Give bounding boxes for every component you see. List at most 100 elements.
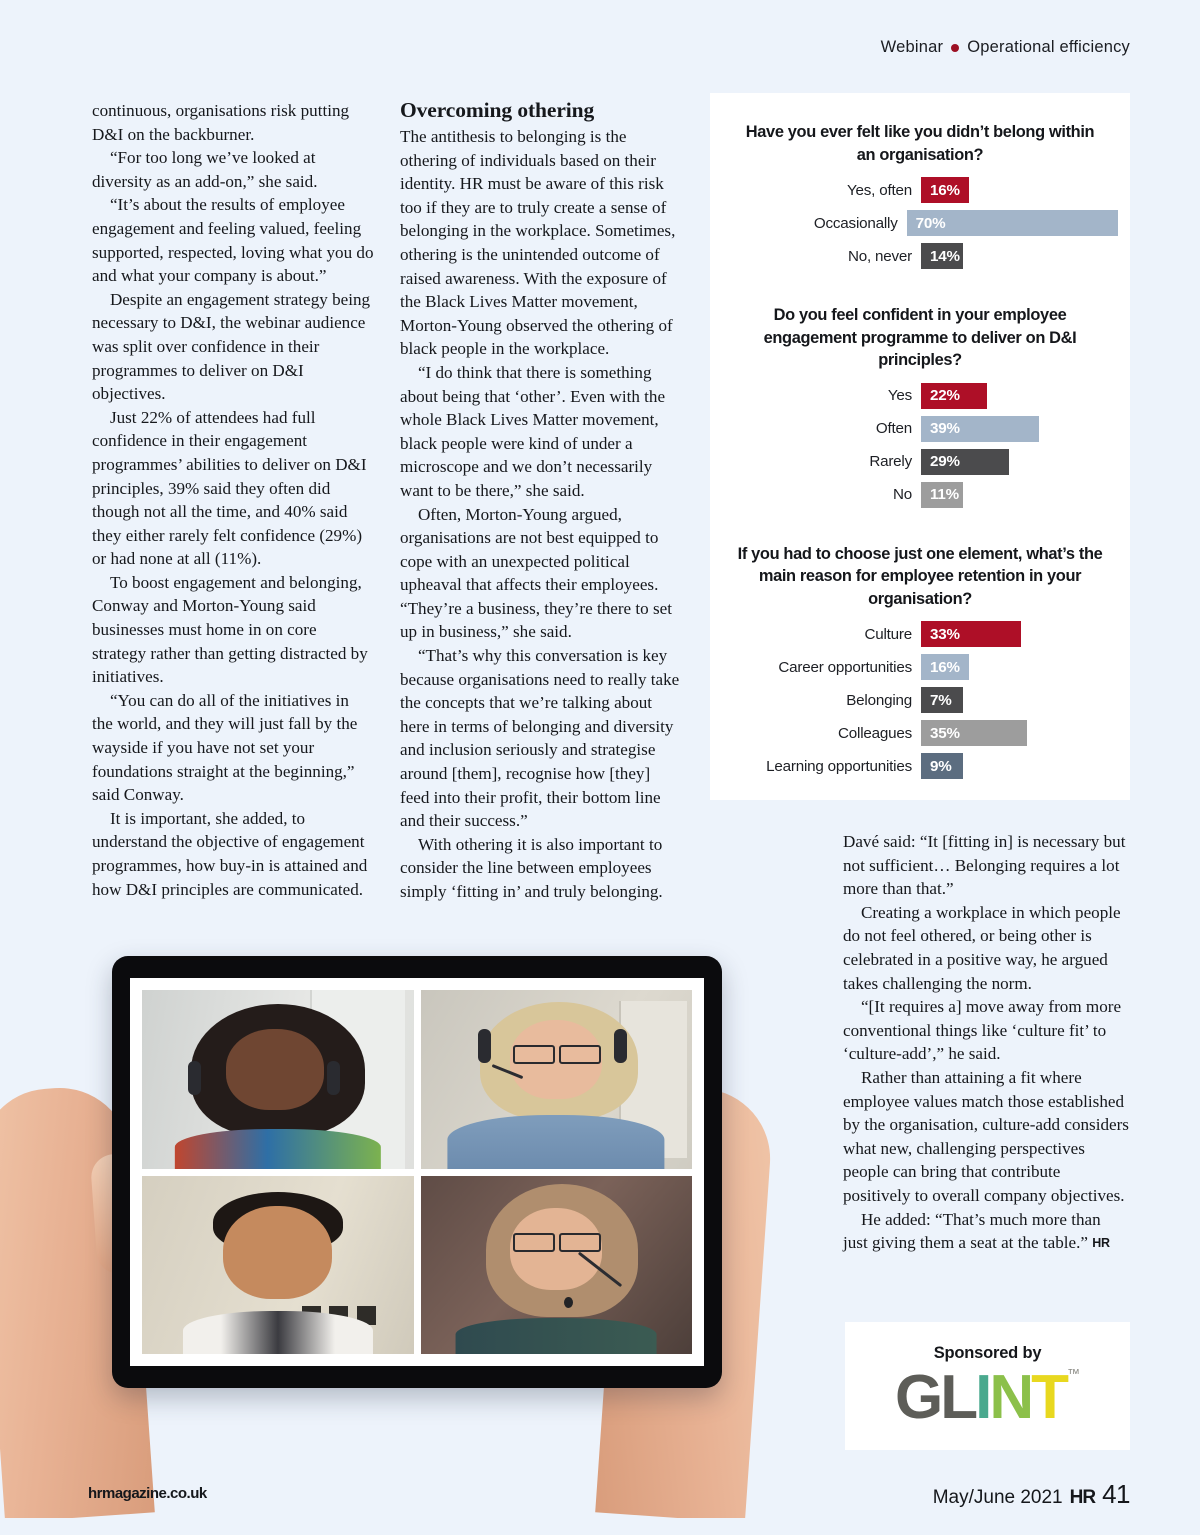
torso: [455, 1318, 657, 1354]
article-column-3: Davé said: “It [fitting in] is necessary…: [843, 830, 1129, 1256]
article-column-2: Overcoming othering The antithesis to be…: [400, 97, 680, 904]
footer-website[interactable]: hrmagazine.co.uk: [88, 1485, 207, 1502]
bar-value-label: 11%: [930, 486, 959, 503]
bar-row: Rarely 29%: [722, 448, 1118, 475]
paragraph: Creating a workplace in which people do …: [843, 902, 1121, 993]
chart-block-2: Do you feel confident in your employee e…: [710, 276, 1130, 508]
bar-value-label: 35%: [930, 724, 960, 742]
headphone-cup: [327, 1061, 341, 1096]
bar-row: Belonging 7%: [722, 687, 1118, 713]
running-head: Webinar Operational efficiency: [881, 38, 1130, 57]
bar-row: Colleagues 35%: [722, 720, 1118, 746]
bar-category-label: Belonging: [846, 691, 912, 709]
section-heading: Overcoming othering: [400, 98, 595, 122]
paragraph: “It’s about the results of employee enga…: [92, 195, 374, 286]
bar-value-label: 16%: [930, 658, 960, 676]
bar-category-label: Yes: [887, 387, 912, 404]
bar-row: No, never 14%: [722, 243, 1118, 269]
bar-track: 7%: [921, 687, 1118, 713]
paragraph: Rather than attaining a fit where employ…: [843, 1067, 1129, 1205]
bar: 14%: [921, 243, 964, 269]
bar-category-label: Learning opportunities: [766, 757, 912, 775]
bar-track: 9%: [921, 753, 1118, 779]
paragraph: “I do think that there is something abou…: [400, 362, 666, 500]
torso: [182, 1311, 373, 1354]
glasses-lens-left: [512, 1045, 555, 1065]
bar: 70%: [906, 210, 1118, 236]
bar-row: Occasionally 70%: [722, 210, 1118, 236]
bar-value-label: 14%: [930, 247, 960, 265]
paragraph: It is important, she added, to understan…: [92, 808, 368, 899]
bar-value-label: 7%: [930, 691, 952, 709]
bar-row: Learning opportunities 9%: [722, 753, 1118, 779]
footer-issue-page: May/June 2021 HR 41: [932, 1479, 1131, 1510]
bar-row: Yes 22%: [722, 382, 1118, 409]
bar-category-label: Occasionally: [813, 214, 898, 232]
bar-value-label: 16%: [930, 181, 960, 199]
bar: 35%: [921, 720, 1027, 746]
paragraph: “That’s why this conversation is key bec…: [400, 646, 680, 831]
torso: [174, 1129, 381, 1169]
glint-logo-letter: I: [975, 1362, 992, 1432]
chart-2-bars: Yes 22% Often 39% Rarely 29% No 11%: [722, 382, 1118, 508]
glint-logo-letter: G: [895, 1362, 943, 1432]
headphone-cup: [613, 1029, 627, 1064]
bar: 9%: [921, 753, 963, 779]
bar-track: 70%: [906, 210, 1118, 236]
chart-1-bars: Yes, often 16% Occasionally 70% No, never 14%: [722, 177, 1118, 269]
glint-logo-letter: N: [989, 1362, 1034, 1432]
chart-title: Do you feel confident in your employee e…: [763, 306, 1077, 369]
tablet-device: [112, 956, 722, 1388]
bar-category-label: Often: [875, 420, 912, 437]
bar-category-label: Rarely: [869, 453, 912, 470]
bar-value-label: 9%: [930, 757, 952, 775]
headphone-cup: [188, 1061, 202, 1096]
bar-category-label: No, never: [847, 247, 912, 265]
paragraph: Despite an engagement strategy being nec…: [92, 289, 371, 404]
paragraph: To boost engagement and belonging, Conwa…: [92, 572, 368, 687]
poll-results-card: Have you ever felt like you didn’t belon…: [710, 93, 1130, 800]
bar-value-label: 39%: [930, 420, 960, 437]
paragraph: He added: “That’s much more than just gi…: [843, 1208, 1129, 1256]
chart-block-1: Have you ever felt like you didn’t belon…: [710, 93, 1130, 269]
glasses-lens-right: [558, 1045, 601, 1065]
bar-track: 16%: [921, 654, 1118, 680]
bar-category-label: No: [892, 486, 912, 503]
bar-track: 29%: [921, 448, 1118, 475]
paragraph: Davé said: “It [fitting in] is necessary…: [843, 832, 1126, 899]
bar-track: 11%: [921, 481, 1118, 508]
bar-track: 35%: [921, 720, 1118, 746]
bar: 11%: [921, 481, 963, 508]
footer-page-number: 41: [1102, 1479, 1130, 1509]
bar-row: Yes, often 16%: [722, 177, 1118, 203]
paragraph: The antithesis to belonging is the other…: [400, 127, 676, 359]
bar-value-label: 29%: [930, 453, 960, 470]
video-call-grid: [130, 978, 704, 1366]
bar-track: 39%: [921, 415, 1118, 442]
glasses-lens-left: [512, 1232, 555, 1252]
bar: 7%: [921, 687, 963, 713]
chart-3-bars: Culture 33% Career opportunities 16% Belongi…: [722, 621, 1118, 779]
bar: 22%: [921, 382, 988, 409]
bar-value-label: 70%: [915, 214, 946, 232]
footer-issue-date: May/June 2021: [932, 1487, 1063, 1508]
bar-row: No 11%: [722, 481, 1118, 508]
chart-title: If you had to choose just one element, w…: [737, 544, 1103, 608]
bar: 29%: [921, 448, 1009, 475]
bar-category-label: Yes, often: [847, 181, 912, 199]
running-head-section: Webinar: [880, 38, 944, 56]
sponsor-box: Sponsored by G L I N T ™: [845, 1322, 1130, 1450]
paragraph: continuous, organisations risk putting D…: [92, 101, 350, 144]
paragraph: Just 22% of attendees had full confidenc…: [92, 407, 367, 569]
paragraph-text: He added: “That’s much more than just gi…: [843, 1209, 1101, 1253]
paragraph: Often, Morton-Young argued, organisation…: [400, 504, 672, 642]
article-column-1: continuous, organisations risk putting D…: [92, 99, 374, 901]
bar: 39%: [921, 415, 1039, 442]
bar-value-label: 22%: [930, 387, 960, 404]
paragraph: “You can do all of the initiatives in th…: [92, 690, 358, 805]
footer-masthead: HR: [1069, 1487, 1096, 1508]
paragraph: With othering it is also important to co…: [400, 834, 663, 901]
bar-category-label: Colleagues: [838, 724, 912, 742]
torso: [447, 1114, 665, 1169]
bar: 33%: [921, 621, 1021, 647]
